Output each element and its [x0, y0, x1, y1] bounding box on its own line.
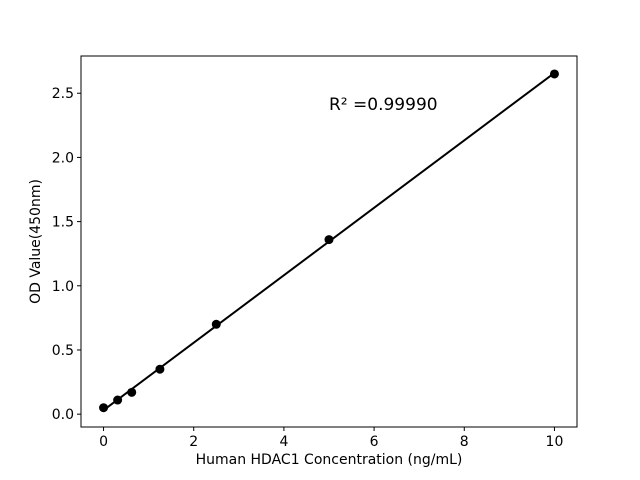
r-squared-annotation: R² =0.99990: [329, 95, 438, 115]
x-tick-label: 10: [546, 434, 564, 450]
y-tick-label: 1.5: [52, 215, 74, 231]
x-tick-label: 2: [189, 434, 198, 450]
x-axis: 0 2 4 6 8 10: [99, 427, 563, 450]
y-axis-label: OD Value(450nm): [28, 179, 44, 304]
data-point: [549, 69, 559, 79]
data-point: [211, 319, 221, 329]
data-point: [99, 403, 109, 413]
data-point: [155, 364, 165, 374]
plot-area: [80, 55, 578, 428]
x-tick-label: 8: [460, 434, 469, 450]
y-tick-label: 2.5: [52, 86, 74, 102]
x-tick-label: 4: [279, 434, 288, 450]
x-axis-label: Human HDAC1 Concentration (ng/mL): [196, 452, 463, 468]
x-tick-label: 6: [370, 434, 379, 450]
y-axis: 0.0 0.5 1.0 1.5 2.0 2.5: [52, 86, 81, 423]
data-point: [113, 395, 123, 405]
y-tick-label: 0.0: [52, 407, 74, 423]
x-tick-label: 0: [99, 434, 108, 450]
data-points-series: [99, 69, 559, 413]
y-tick-label: 1.0: [52, 279, 74, 295]
data-point: [127, 387, 137, 397]
data-point: [324, 235, 334, 245]
y-tick-label: 2.0: [52, 150, 74, 166]
y-tick-label: 0.5: [52, 343, 74, 359]
